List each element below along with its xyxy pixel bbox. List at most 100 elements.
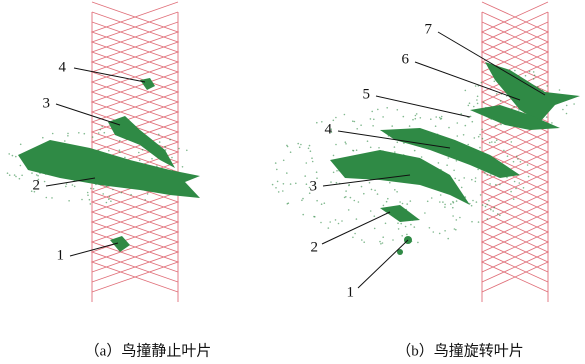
particle bbox=[354, 233, 356, 235]
right-panel: 7 6 5 4 3 2 1 （b）鸟撞旋转叶片 bbox=[310, 21, 581, 359]
particle bbox=[452, 207, 454, 209]
particle bbox=[72, 184, 74, 186]
particle bbox=[186, 150, 188, 152]
particle bbox=[84, 133, 86, 135]
particle bbox=[394, 189, 396, 191]
particle bbox=[130, 194, 132, 196]
particle bbox=[374, 190, 376, 192]
particle bbox=[473, 106, 475, 108]
particle bbox=[474, 137, 476, 139]
particle bbox=[119, 140, 121, 142]
particle bbox=[523, 187, 525, 189]
particle bbox=[51, 197, 53, 199]
particle bbox=[481, 82, 483, 84]
particle bbox=[475, 181, 477, 183]
particle bbox=[90, 203, 92, 205]
particle bbox=[282, 190, 284, 192]
particle bbox=[335, 144, 337, 146]
particle bbox=[497, 213, 499, 215]
particle bbox=[465, 125, 467, 127]
particle bbox=[275, 162, 277, 164]
particle bbox=[36, 174, 38, 176]
particle bbox=[361, 186, 363, 188]
label: 1 bbox=[57, 247, 65, 263]
particle bbox=[308, 148, 310, 150]
particle bbox=[370, 147, 372, 149]
particle bbox=[399, 201, 401, 203]
particle bbox=[350, 197, 352, 199]
particle bbox=[311, 157, 313, 159]
particle bbox=[456, 160, 458, 162]
particle bbox=[65, 186, 67, 188]
particle bbox=[382, 116, 384, 118]
particle bbox=[439, 117, 441, 119]
particle bbox=[533, 78, 535, 80]
particle bbox=[435, 125, 437, 127]
particle bbox=[31, 172, 33, 174]
particle bbox=[514, 181, 516, 183]
particle bbox=[171, 157, 173, 159]
particle bbox=[304, 175, 306, 177]
particle bbox=[403, 116, 405, 118]
particle bbox=[379, 241, 381, 243]
particle bbox=[463, 134, 465, 136]
particle bbox=[383, 205, 385, 207]
particle bbox=[345, 196, 347, 198]
particle bbox=[468, 105, 470, 107]
particle bbox=[478, 221, 480, 223]
particle bbox=[358, 201, 360, 203]
leader-line bbox=[358, 240, 408, 288]
particle bbox=[397, 109, 399, 111]
particle bbox=[15, 176, 17, 178]
particle bbox=[499, 184, 501, 186]
particle bbox=[427, 201, 429, 203]
particle bbox=[104, 132, 106, 134]
particle bbox=[300, 144, 302, 146]
particle bbox=[363, 241, 365, 243]
particle bbox=[372, 125, 374, 127]
particle bbox=[503, 150, 505, 152]
particle bbox=[410, 200, 412, 202]
particle bbox=[500, 124, 502, 126]
particle bbox=[414, 150, 416, 152]
particle bbox=[67, 133, 69, 135]
particle bbox=[391, 125, 393, 127]
particle bbox=[278, 191, 280, 193]
particle bbox=[8, 153, 10, 155]
particle bbox=[477, 96, 479, 98]
particle bbox=[472, 121, 474, 123]
particle bbox=[488, 200, 490, 202]
label: 3 bbox=[310, 178, 318, 194]
particle bbox=[398, 228, 400, 230]
particle bbox=[566, 105, 568, 107]
particle bbox=[335, 219, 337, 221]
particle bbox=[316, 200, 318, 202]
particle bbox=[106, 202, 108, 204]
particle bbox=[469, 102, 471, 104]
particle bbox=[397, 142, 399, 144]
particle bbox=[320, 222, 322, 224]
particle bbox=[415, 118, 417, 120]
particle bbox=[102, 193, 104, 195]
particle bbox=[182, 166, 184, 168]
particle bbox=[369, 182, 371, 184]
particle bbox=[164, 146, 166, 148]
particle bbox=[450, 203, 452, 205]
label: 3 bbox=[43, 95, 51, 111]
particle bbox=[446, 164, 448, 166]
particle bbox=[344, 114, 346, 116]
particle bbox=[333, 155, 335, 157]
label: 4 bbox=[59, 59, 67, 75]
particle bbox=[328, 227, 330, 229]
particle bbox=[352, 120, 354, 122]
particle bbox=[19, 178, 21, 180]
particle bbox=[499, 215, 501, 217]
particle bbox=[382, 242, 384, 244]
particle bbox=[9, 174, 11, 176]
particle bbox=[417, 242, 419, 244]
particle bbox=[493, 207, 495, 209]
particle bbox=[335, 117, 337, 119]
particle bbox=[551, 122, 553, 124]
particle bbox=[489, 142, 491, 144]
particle bbox=[147, 193, 149, 195]
